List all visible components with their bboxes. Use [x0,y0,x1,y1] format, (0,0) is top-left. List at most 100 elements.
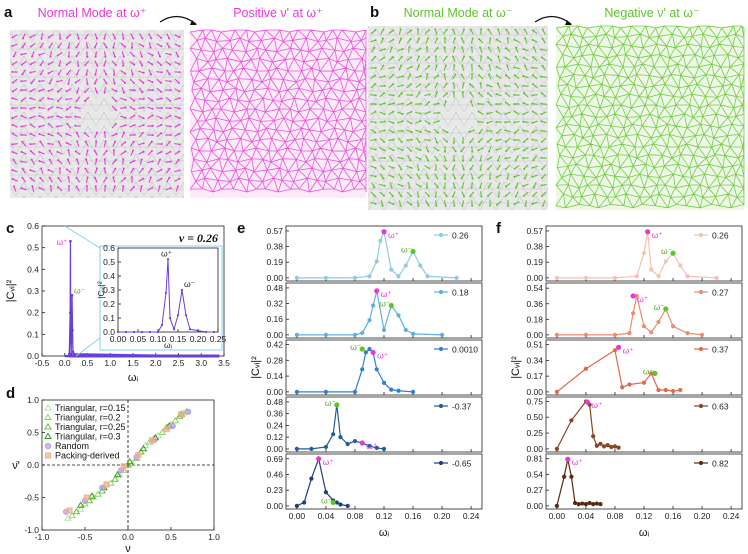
panel-b-arrow-head-547 [419,158,422,161]
panel-b-arrow-head-651 [523,177,526,180]
panel-f-sub0-plus-marker [645,229,651,235]
panel-d-point-5-7 [178,411,185,418]
panel-d-point-0-6 [141,441,150,448]
panel-b-arrow-head-121 [373,56,376,59]
panel-c-inset-point-12 [180,288,184,292]
panel-b-arrow-head-319 [540,92,543,95]
panel-b-arrow-head-327 [401,102,404,105]
panel-b-arrow-head-383 [522,113,525,116]
panel-f-sub0-point-12 [714,275,719,280]
panel-b-arrow-head-515 [454,150,457,153]
panel-b-mode-arrows [370,28,547,207]
panel-a-arrow-head-299 [178,97,181,100]
panel-d-point-3-5 [139,444,148,452]
panel-a-arrow-head-3 [21,37,24,40]
panel-b-arrow-head-527 [505,150,508,153]
panel-b-arrow-head-769 [513,203,516,206]
panel-d-xtick-label-1: -0.5 [78,532,93,542]
panel-e-sub2-point-3 [360,367,365,372]
panel-a-arrow-head-473 [20,150,23,153]
panel-f-sub4-xtick-label-5: 0.20 [694,511,711,521]
panel-f-sub4-point-4 [572,500,578,506]
panel-a-arrow-head-53 [75,46,78,49]
panel-a-arrow-head-181 [142,71,145,74]
panel-f-sub4-xtick-label-4: 0.16 [665,511,682,521]
panel-f-sub4-legend-marker [698,460,704,466]
panel-b-arrow-head-659 [383,184,386,187]
panel-a-arrow-head-533 [122,158,125,161]
panel-f-sub4-ytick-label-0: 0.00 [526,501,543,511]
panel-a-arrow-head-449 [84,140,87,143]
panel-a-arrow-head-525 [85,158,88,161]
panel-b-arrow-head-223 [471,73,474,76]
panel-a-arrow-head-237 [47,90,50,93]
panel-c-inset-point-6 [160,323,164,327]
panel-b-arrow-head-235 [522,74,525,77]
panel-b-arrow-head-363 [401,112,404,115]
panel-e-sub4-point-0 [294,503,299,508]
panel-f-sub2-ytick-label-2: 0.34 [526,355,543,365]
panel-b-arrow-head-721 [480,195,483,198]
panel-a-arrow-head-345 [65,115,68,118]
panel-b-arrow-head-375 [486,112,489,115]
panel-a-arrow-head-47 [48,46,51,49]
panel-a-arrow-head-339 [38,114,41,117]
panel-a-arrow-head-5 [29,36,32,39]
panel-a-arrow-head-443 [57,140,60,143]
panel-d-point-3-1 [87,492,96,499]
panel-b-arrow-head-365 [410,110,413,113]
panel-b-arrow-head-263 [468,83,471,86]
panel-b-arrowhead-icon [565,20,572,25]
panel-a-arrow-head-453 [104,140,107,143]
panel-a-arrow-head-295 [160,97,163,100]
panel-b-arrow-head-511 [437,149,440,152]
panel-e-sub4-xtick-label-4: 0.16 [405,511,422,521]
panel-e-sub1-line [296,290,443,336]
panel-a-arrow-head-389 [160,123,163,126]
panel-e-sub1-point-12 [439,332,445,337]
panel-b-arrow-head-131 [417,55,420,58]
panel-f-sub3-ytick-label-0: 0.00 [526,444,543,454]
panel-b-arrow-head-309 [495,93,498,96]
panel-a-arrow-head-383 [133,123,136,126]
panel-b-arrow-head-185 [478,64,481,67]
panel-b-arrow-head-609 [513,167,516,170]
panel-a-arrow-head-289 [133,99,136,102]
panel-f-sub4-point-3 [569,474,574,479]
panel-b-arrow-head-305 [478,92,481,95]
panel-a-left-title: Normal Mode at ω⁺ [38,6,147,20]
panel-e-sub2-line [296,348,414,393]
panel-a-arrow-head-27 [132,37,135,40]
panel-f-sub0-point-11 [685,274,690,279]
panel-b-arrow-head-171 [417,64,420,67]
panel-a-arrow-head-587 [21,176,24,179]
panel-f-sub3-point-5 [594,443,599,448]
panel-b-arrow-head-497 [374,148,377,151]
panel-b-arrow-head-299 [452,91,455,94]
panel-b-arrow-head-359 [383,113,386,116]
panel-c-inset-xtick-label-1: 0.05 [130,334,147,344]
panel-f-xlabel: ωᵢ [639,527,650,539]
panel-c-inset-ytick-label-6: 0.6 [103,243,115,253]
panel-b-arrow-head-583 [400,168,403,171]
panel-a-arrow-head-481 [56,150,59,153]
panel-b-arrow-head-157 [531,56,534,59]
panel-b-arrow-head-135 [434,55,437,58]
panel-b-arrow-head-719 [469,195,472,198]
panel-a-arrow-head-225 [169,80,172,83]
panel-a-arrow-head-397 [20,133,23,136]
panel-b-arrow-head-1 [374,29,377,32]
panel-b-arrow-head-607 [505,167,508,170]
panel-a-arrow-head-117 [20,63,23,66]
panel-a-arrow-head-541 [159,158,162,161]
panel-a-arrow-head-643 [104,185,107,188]
panel-b-arrow-head-37 [531,29,534,32]
panel-f-sub0-plus-label: ω⁺ [652,230,664,240]
panel-a-arrow-head-25 [122,37,125,40]
panel-a-arrow-head-183 [150,73,153,76]
panel-f-sub1-point-4 [631,311,636,316]
panel-a-arrow-head-241 [65,90,68,93]
panel-a-arrow-head-45 [39,46,42,49]
panel-b-arrow-head-459 [383,140,386,143]
panel-e-sub2-point-7 [374,367,379,372]
